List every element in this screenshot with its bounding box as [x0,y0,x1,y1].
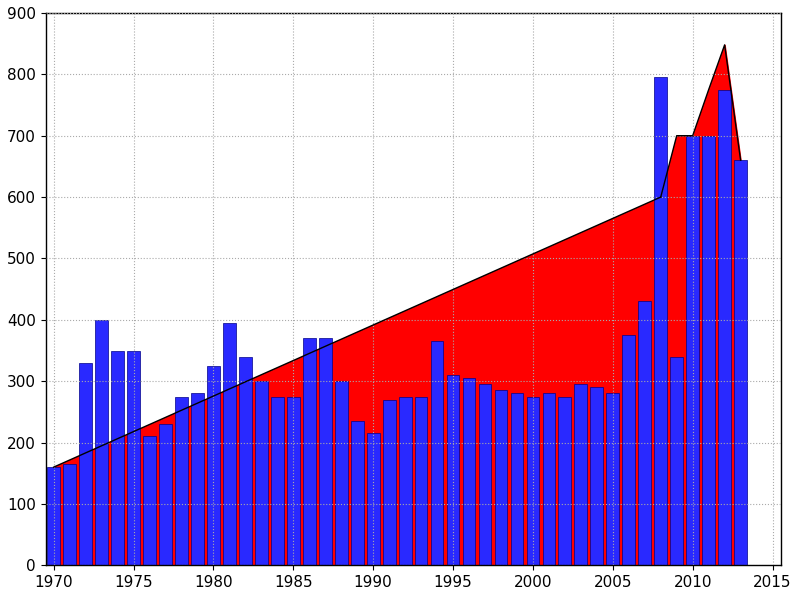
Bar [686,136,699,565]
Bar [654,78,667,565]
Bar [335,381,348,565]
Bar [255,381,268,565]
Bar [638,301,651,565]
Bar [303,338,316,565]
Bar [590,387,603,565]
Bar [271,396,284,565]
Bar [558,396,571,565]
Bar [63,464,76,565]
Bar [622,335,635,565]
Bar [207,366,220,565]
Bar [47,467,60,565]
Bar [510,393,523,565]
Bar [478,384,491,565]
Bar [398,396,411,565]
Bar [606,393,619,565]
Bar [670,356,683,565]
Bar [574,384,587,565]
Bar [702,136,715,565]
Bar [366,433,379,565]
Bar [526,396,539,565]
Bar [143,436,156,565]
Bar [734,160,747,565]
Bar [351,421,363,565]
Bar [239,356,252,565]
Bar [111,350,124,565]
Bar [382,399,395,565]
Bar [542,393,555,565]
Bar [319,338,332,565]
Bar [175,396,188,565]
Bar [446,375,459,565]
Bar [287,396,300,565]
Bar [79,363,92,565]
Bar [159,424,172,565]
Bar [95,320,108,565]
Bar [223,323,236,565]
Bar [414,396,427,565]
Bar [494,390,507,565]
Bar [462,378,475,565]
Bar [127,350,140,565]
Bar [191,393,204,565]
Bar [430,341,443,565]
Bar [718,90,731,565]
